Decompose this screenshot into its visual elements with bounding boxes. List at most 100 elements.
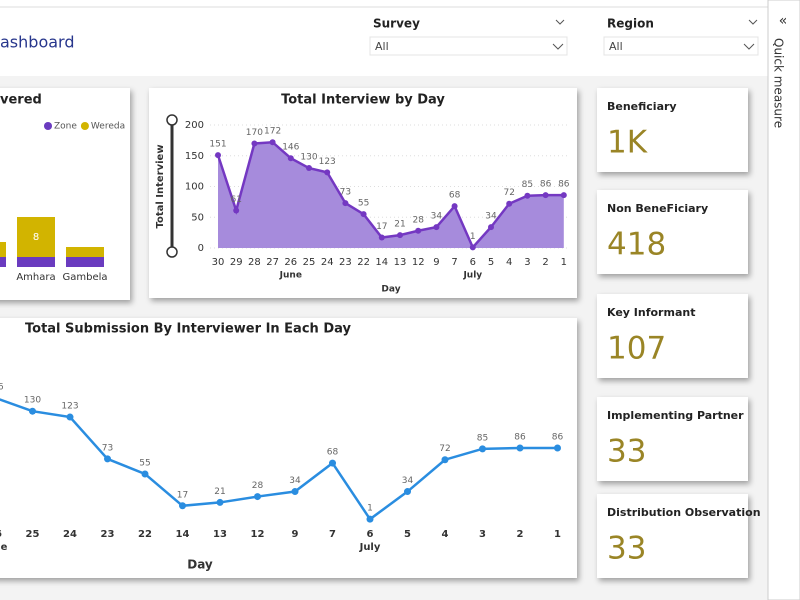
point [324, 169, 331, 176]
x-tick-label: 13 [394, 257, 407, 268]
x-tick-label: 12 [412, 257, 425, 268]
x-tick-label: 4 [442, 529, 449, 540]
side-pane-label: Quick measure [772, 38, 786, 128]
x-tick-label: 26 [0, 529, 2, 540]
point [141, 470, 149, 478]
x-tick-label: 14 [176, 529, 190, 540]
kpi-card: Distribution Observation 33 [597, 494, 761, 578]
x-tick-label: 6 [367, 529, 374, 540]
point [104, 455, 111, 463]
chart-title: vered [0, 93, 42, 108]
point [397, 232, 403, 239]
chevron [748, 19, 758, 25]
point [29, 407, 36, 415]
point [329, 459, 336, 467]
chart-title: Total Submission By Interviewer In Each … [25, 322, 351, 337]
x-tick-label: 9 [433, 257, 439, 268]
data-label: 123 [319, 157, 336, 167]
legend-swatch [44, 122, 52, 130]
line-chart: Total Interview by Day 0 50 100 150 200 Total … [155, 93, 570, 295]
point [404, 488, 411, 496]
data-label: 85 [477, 433, 488, 443]
card-value: 107 [607, 331, 666, 367]
data-label: 130 [24, 396, 41, 406]
point [488, 224, 494, 231]
x-tick-label: 25 [303, 257, 316, 268]
data-label: 17 [376, 222, 387, 232]
point [306, 165, 312, 172]
bar-segment [0, 257, 6, 267]
bar-chart: vered 8 Amhara Gambela Zone Wereda [0, 93, 125, 283]
dropdown[interactable] [369, 36, 568, 56]
data-label: 123 [61, 402, 78, 412]
data-label: 86 [552, 433, 564, 443]
x-tick-label: 9 [292, 529, 299, 540]
data-label: 21 [214, 487, 225, 497]
point [415, 227, 422, 234]
x-tick-label: 22 [357, 257, 370, 268]
slicer-label: Survey [373, 17, 420, 31]
data-label: 34 [289, 476, 301, 486]
slicer[interactable]: Survey All [369, 17, 568, 56]
point [366, 515, 374, 523]
point [516, 444, 524, 452]
slicer-label: Region [607, 17, 654, 31]
line [0, 398, 558, 521]
x-axis-label: Day [187, 558, 213, 572]
data-label: 21 [394, 220, 405, 230]
x-tick-label: Gambela [62, 272, 107, 283]
chart-title: Total Interview by Day [281, 93, 445, 108]
data-label: 34 [485, 212, 497, 222]
point [506, 200, 513, 207]
card-value: 1K [607, 125, 648, 161]
point [251, 140, 258, 147]
data-label: 72 [439, 444, 450, 454]
point [524, 192, 531, 199]
data-label: 86 [558, 180, 570, 190]
card-label: Non BeneFiciary [607, 202, 708, 215]
data-label: 146 [0, 382, 4, 392]
card-value: 33 [607, 531, 646, 567]
kpi-card: Implementing Partner 33 [597, 397, 748, 481]
point [216, 498, 224, 506]
point [479, 445, 486, 453]
slider-handle[interactable] [166, 114, 178, 126]
card-panel [597, 397, 748, 481]
point [269, 139, 276, 146]
card-panel [597, 88, 748, 172]
collapse-icon[interactable]: « [779, 13, 788, 29]
x-tick-label: 23 [101, 529, 115, 540]
data-label: 151 [209, 140, 226, 150]
side-pane[interactable] [767, 0, 800, 600]
point [254, 493, 261, 501]
card-panel [597, 494, 748, 578]
data-label: 17 [177, 490, 188, 500]
point [469, 244, 476, 251]
legend-label: Zone [54, 122, 77, 132]
data-label: 73 [340, 188, 351, 198]
x-tick-label: 7 [329, 529, 336, 540]
slicer[interactable]: Region All [603, 17, 759, 56]
x-tick-label: 25 [26, 529, 40, 540]
y-tick-label: 100 [185, 182, 204, 193]
x-tick-label: 28 [248, 257, 261, 268]
x-tick-label: 1 [561, 257, 567, 268]
point [179, 502, 186, 510]
dropdown[interactable] [603, 36, 759, 56]
card-label: Beneficiary [607, 100, 677, 113]
bar-segment [66, 257, 104, 267]
point [291, 488, 299, 496]
y-tick-label: 200 [185, 120, 204, 131]
card-value: 33 [607, 434, 646, 470]
legend-swatch [80, 122, 89, 130]
data-label: 34 [431, 212, 443, 222]
x-tick-label: 2 [517, 529, 524, 540]
y-tick-label: 0 [198, 243, 204, 254]
kpi-card: Beneficiary 1K [597, 88, 748, 172]
x-group-label: June [0, 542, 8, 553]
x-axis-label: Day [381, 285, 400, 295]
x-tick-label: 3 [479, 529, 486, 540]
point [441, 456, 449, 464]
line [216, 140, 564, 250]
data-label: 1 [367, 504, 373, 514]
